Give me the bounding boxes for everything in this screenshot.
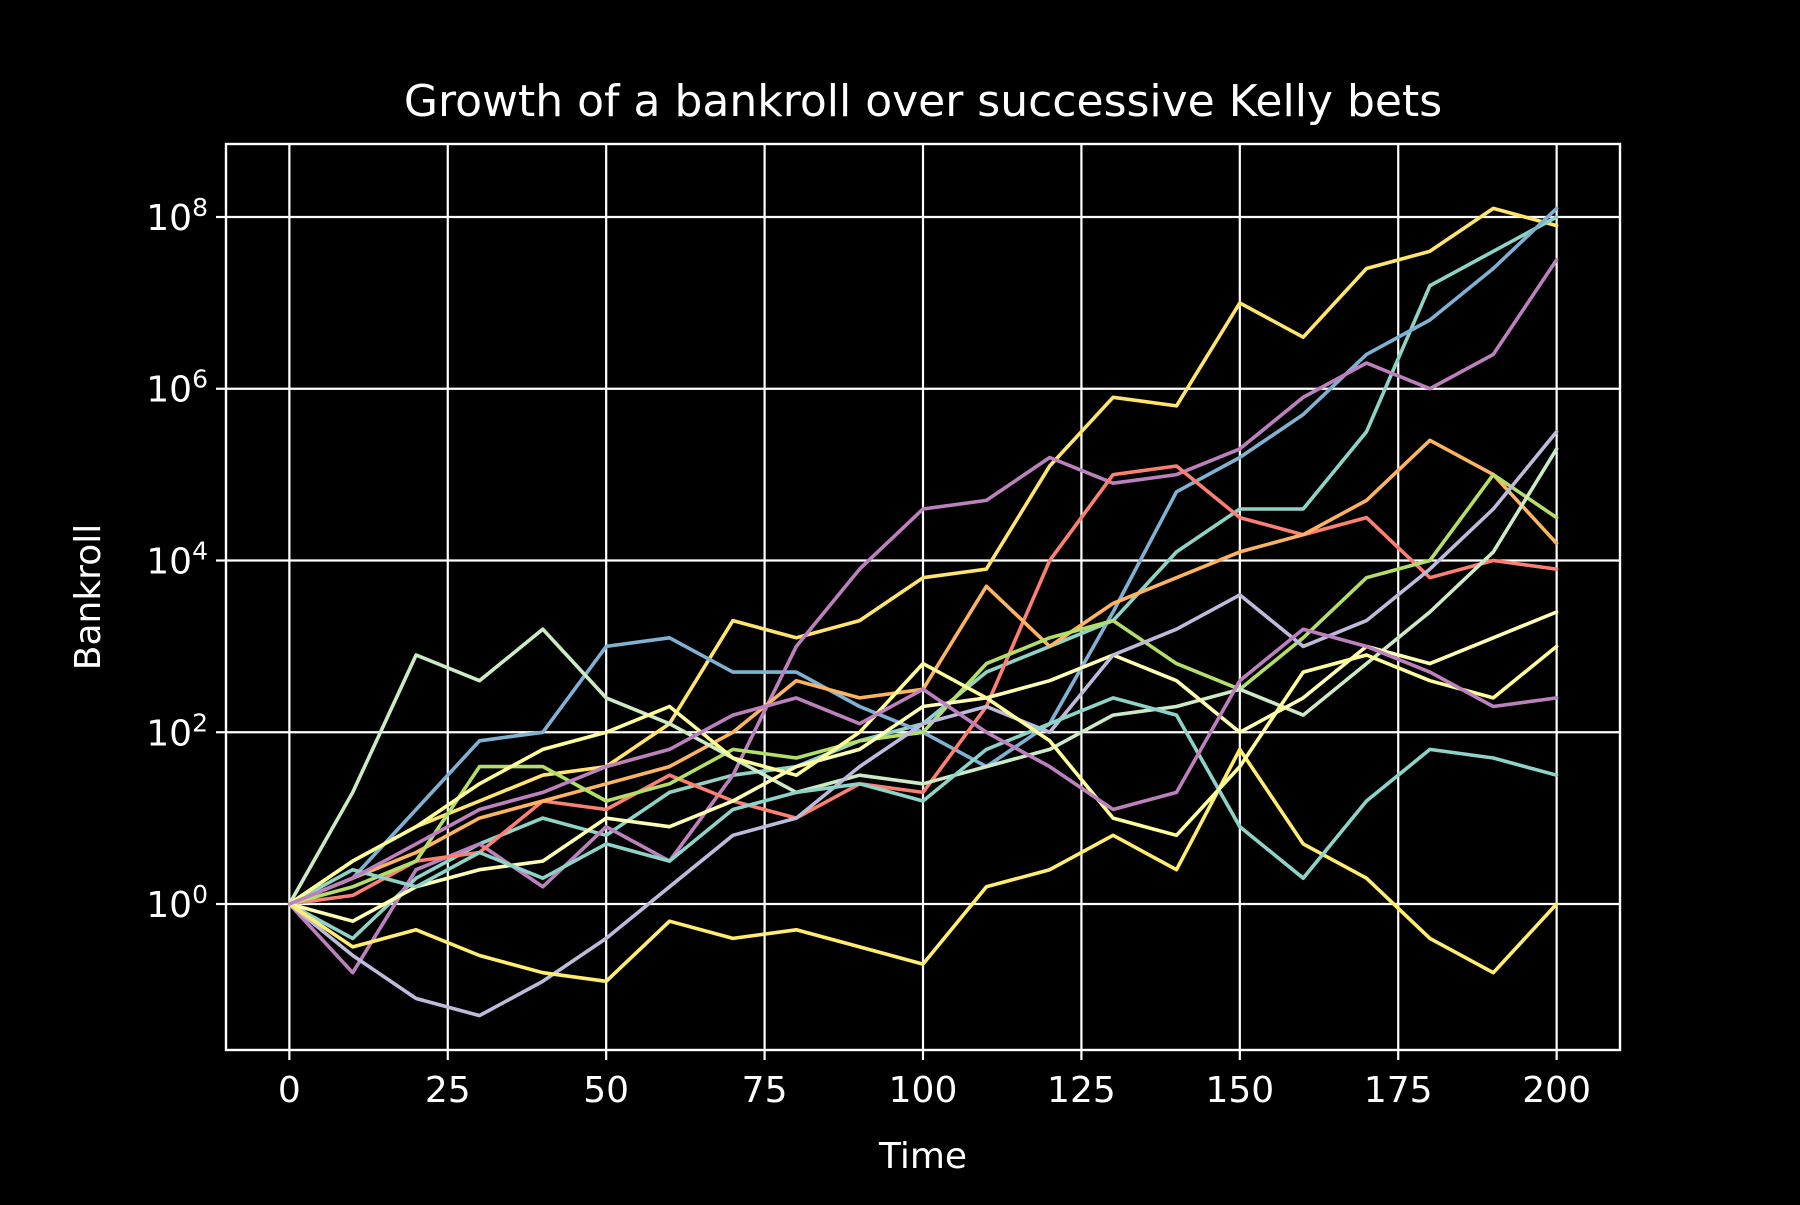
x-tick-label: 150: [1205, 1070, 1274, 1111]
chart-title: Growth of a bankroll over successive Kel…: [404, 76, 1442, 127]
x-tick-label: 25: [425, 1070, 471, 1111]
x-tick-label: 50: [583, 1070, 629, 1111]
x-axis-ticks: 0 25 50 75 100 125 150 175 200: [278, 1050, 1591, 1111]
grid-lines: [226, 144, 1620, 1050]
x-tick-label: 200: [1522, 1070, 1591, 1111]
y-axis-ticks: 100 102 104 106 108: [146, 193, 226, 926]
x-axis-label: Time: [878, 1136, 967, 1177]
series-line-14: [287, 627, 1559, 906]
series-line-13: [287, 644, 1559, 906]
series-line-10: [287, 429, 1559, 1018]
x-tick-label: 175: [1364, 1070, 1433, 1111]
series-line-12: [287, 696, 1559, 906]
y-tick-label: 108: [146, 193, 208, 239]
series-group: [287, 206, 1559, 1018]
x-tick-label: 75: [742, 1070, 788, 1111]
series-line-4: [287, 258, 1559, 975]
y-tick-label: 106: [146, 365, 208, 411]
series-line-5: [287, 464, 1559, 906]
x-tick-label: 125: [1047, 1070, 1116, 1111]
x-tick-label: 0: [278, 1070, 301, 1111]
y-tick-label: 102: [146, 708, 208, 754]
x-tick-label: 100: [889, 1070, 958, 1111]
y-axis-label: Bankroll: [68, 524, 109, 670]
series-line-11: [287, 747, 1559, 984]
y-tick-label: 104: [146, 537, 208, 583]
series-line-8: [287, 447, 1559, 906]
y-tick-label: 100: [146, 880, 208, 926]
series-line-9: [287, 610, 1559, 924]
series-line-7: [287, 472, 1559, 906]
series-line-1: [287, 206, 1559, 906]
